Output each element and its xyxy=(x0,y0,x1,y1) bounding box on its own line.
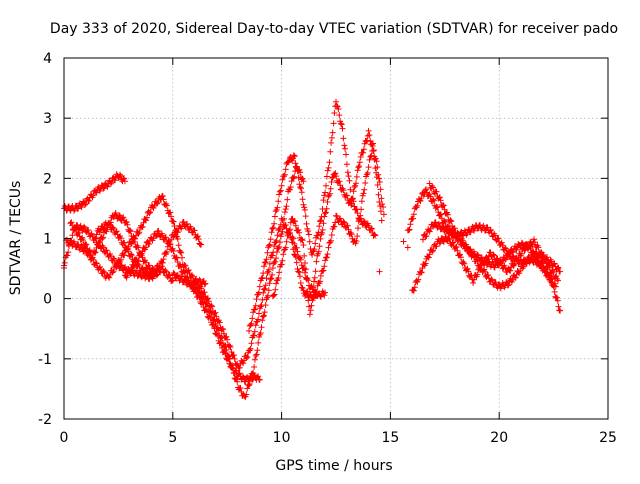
point-markers xyxy=(246,98,379,334)
chart-title: Day 333 of 2020, Sidereal Day-to-day VTE… xyxy=(50,21,618,37)
y-tick-labels: -2 -1 0 1 2 3 4 xyxy=(38,51,52,428)
series-arc-11 xyxy=(289,140,385,304)
x-tick-label: 15 xyxy=(381,430,399,446)
y-tick-label: 4 xyxy=(43,51,52,67)
axis-ticks xyxy=(63,57,609,420)
y-tick-label: 0 xyxy=(43,292,52,308)
series-arc-9 xyxy=(246,98,379,334)
x-tick-label: 25 xyxy=(599,430,617,446)
point-markers xyxy=(269,127,387,318)
y-tick-label: 2 xyxy=(43,171,52,187)
point-markers xyxy=(404,186,559,290)
y-tick-label: -1 xyxy=(38,352,52,368)
point-markers xyxy=(93,218,205,279)
series-arc-5 xyxy=(93,218,205,279)
x-tick-labels: 0 5 10 15 20 25 xyxy=(60,430,617,446)
point-markers xyxy=(61,171,128,214)
x-tick-label: 20 xyxy=(490,430,508,446)
series-arc-12 xyxy=(404,186,559,290)
point-markers xyxy=(169,163,307,400)
x-tick-label: 0 xyxy=(60,430,69,446)
x-tick-label: 10 xyxy=(273,430,291,446)
y-tick-label: -2 xyxy=(38,412,52,428)
series-arc-15 xyxy=(426,180,564,292)
series-arc-13 xyxy=(409,233,561,294)
point-markers xyxy=(426,180,564,292)
series-arc-7 xyxy=(169,163,307,400)
grid-lines xyxy=(64,58,608,419)
y-axis-label: SDTVAR / TECUs xyxy=(8,181,24,296)
data-points xyxy=(61,98,564,400)
point-markers xyxy=(289,140,385,304)
series-arc-10 xyxy=(269,127,387,318)
x-axis-label: GPS time / hours xyxy=(275,458,392,474)
series-arc-1 xyxy=(61,171,128,214)
x-tick-label: 5 xyxy=(168,430,177,446)
point-markers xyxy=(409,233,561,294)
y-tick-label: 1 xyxy=(43,232,52,248)
y-tick-label: 3 xyxy=(43,111,52,127)
